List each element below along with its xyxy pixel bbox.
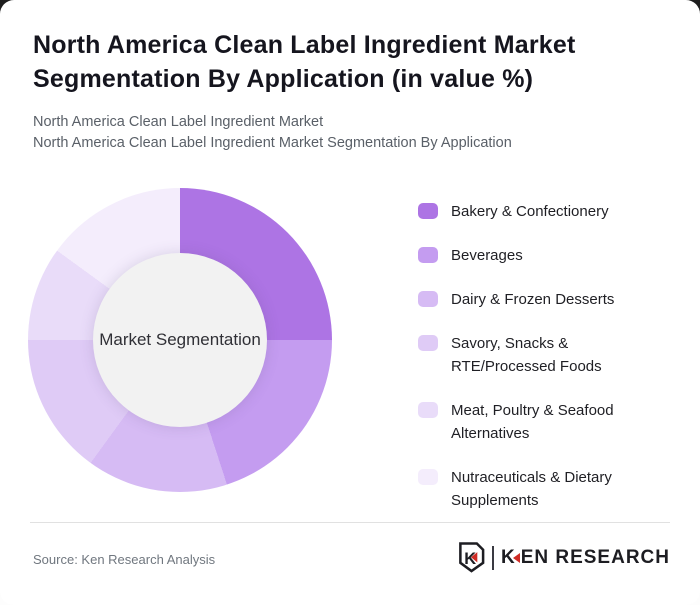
legend-swatch: [418, 203, 438, 219]
subtitle-line-2: North America Clean Label Ingredient Mar…: [33, 135, 512, 151]
source-note: Source: Ken Research Analysis: [33, 552, 216, 567]
donut-chart-area: Market Segmentation: [28, 188, 332, 492]
brand-rest: EN RESEARCH: [520, 546, 670, 568]
footer-divider: [30, 522, 670, 523]
legend-label: Meat, Poultry & Seafood Alternatives: [451, 402, 614, 442]
legend-item: Meat, Poultry & Seafood Alternatives: [418, 399, 658, 445]
donut-center: Market Segmentation: [93, 253, 267, 427]
legend-label: Dairy & Frozen Desserts: [451, 291, 615, 308]
brand-wordmark: K EN RESEARCH: [501, 547, 670, 569]
svg-text:K: K: [464, 550, 476, 568]
ken-research-logo: K K EN RESEARCH: [457, 542, 670, 573]
legend-swatch: [418, 335, 438, 351]
legend-swatch: [418, 291, 438, 307]
legend-item: Beverages: [418, 244, 658, 267]
red-arrow-icon: [512, 552, 520, 563]
subtitle-block: North America Clean Label Ingredient Mar…: [33, 112, 653, 154]
legend-item: Bakery & Confectionery: [418, 200, 658, 223]
subtitle-line-1: North America Clean Label Ingredient Mar…: [33, 114, 324, 130]
legend-label: Bakery & Confectionery: [451, 203, 609, 220]
brand-k: K: [500, 546, 516, 568]
legend-swatch: [418, 469, 438, 485]
legend-swatch: [418, 247, 438, 263]
legend-label: Savory, Snacks & RTE/Processed Foods: [451, 335, 602, 375]
logo-separator: [491, 545, 494, 570]
legend-item: Nutraceuticals & Dietary Supplements: [418, 466, 658, 512]
legend-label: Beverages: [451, 247, 523, 264]
donut-center-label: Market Segmentation: [99, 330, 261, 349]
page-title: North America Clean Label Ingredient Mar…: [33, 31, 576, 93]
legend-swatch: [418, 402, 438, 418]
shield-k-icon: K: [459, 542, 485, 573]
legend-label: Nutraceuticals & Dietary Supplements: [451, 469, 612, 509]
chart-legend: Bakery & Confectionery Beverages Dairy &…: [418, 200, 658, 512]
legend-item: Savory, Snacks & RTE/Processed Foods: [418, 332, 658, 378]
legend-item: Dairy & Frozen Desserts: [418, 288, 658, 311]
